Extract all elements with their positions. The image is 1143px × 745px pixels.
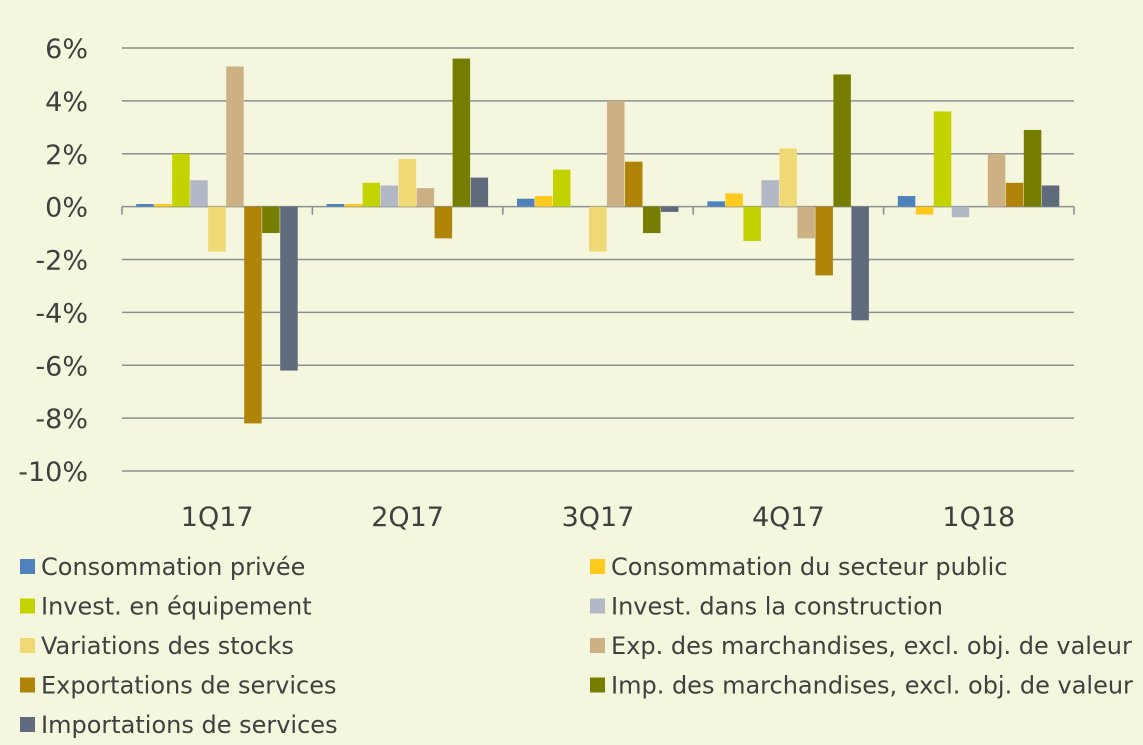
y-axis-ticks: 6% 4% 2% 0% -2% -4% -6% -8% -10%	[18, 34, 88, 488]
y-tick-label: 4%	[45, 87, 88, 118]
bar	[1041, 185, 1060, 207]
bar	[172, 153, 190, 207]
bar	[797, 206, 815, 239]
legend-swatch	[590, 638, 605, 653]
legend-swatch	[590, 598, 605, 614]
y-tick-label: 0%	[45, 193, 88, 224]
bar	[553, 169, 571, 207]
bar	[589, 206, 607, 252]
legend-swatch	[20, 598, 35, 614]
bar	[517, 198, 535, 207]
y-tick-label: 2%	[45, 140, 88, 171]
bar	[226, 66, 244, 207]
bar	[136, 203, 154, 207]
legend-label: Exportations de services	[41, 672, 336, 700]
bar	[761, 180, 779, 207]
bar	[607, 100, 625, 207]
legend-label: Variations des stocks	[41, 632, 294, 660]
bar	[743, 206, 761, 241]
bar	[344, 203, 363, 207]
y-tick-label: -10%	[18, 457, 88, 488]
legend-label: Importations de services	[41, 711, 338, 739]
bar	[933, 111, 952, 207]
bar	[643, 206, 661, 234]
y-tick-label: -2%	[35, 246, 88, 277]
y-tick-label: -4%	[35, 298, 88, 329]
bar	[154, 203, 172, 207]
bar	[380, 185, 399, 207]
legend: Consommation privée Consommation du secte…	[20, 553, 1133, 739]
bar	[1005, 182, 1024, 207]
bar	[535, 196, 553, 207]
x-axis: 1Q17 2Q17 3Q17 4Q17 1Q18	[121, 206, 1075, 533]
legend-swatch	[20, 559, 35, 574]
legend-label: Consommation du secteur public	[611, 553, 1008, 581]
bar	[190, 180, 208, 207]
bar	[815, 206, 833, 276]
legend-swatch	[20, 638, 35, 653]
bar	[951, 206, 970, 218]
bar	[897, 196, 916, 207]
bar	[326, 203, 345, 207]
bar	[661, 206, 679, 212]
x-tick-label: 1Q18	[942, 502, 1015, 533]
bar	[280, 206, 298, 371]
bar	[208, 206, 226, 252]
x-tick-label: 2Q17	[371, 502, 444, 533]
y-tick-label: -6%	[35, 351, 88, 382]
x-tick-label: 1Q17	[181, 502, 254, 533]
bar	[434, 206, 453, 239]
bar	[398, 159, 417, 207]
x-tick-label: 3Q17	[562, 502, 635, 533]
bar	[987, 153, 1006, 207]
legend-label: Exp. des marchandises, excl. obj. de val…	[611, 632, 1132, 660]
bar	[851, 206, 869, 321]
bar	[244, 206, 262, 424]
legend-label: Invest. en équipement	[41, 593, 312, 621]
gridlines	[122, 47, 1074, 472]
bar	[1023, 129, 1042, 207]
legend-label: Consommation privée	[41, 553, 305, 581]
bar	[833, 74, 851, 207]
bar	[707, 201, 725, 207]
legend-label: Invest. dans la construction	[611, 593, 943, 621]
legend-swatch	[20, 677, 35, 693]
legend-swatch	[20, 717, 35, 732]
x-tick-label: 4Q17	[752, 502, 825, 533]
bar	[362, 182, 381, 207]
bar	[470, 177, 489, 207]
bar	[262, 206, 280, 234]
bar	[452, 58, 471, 207]
legend-swatch	[590, 559, 605, 574]
bar	[779, 148, 797, 207]
bar	[625, 161, 643, 207]
bar	[915, 206, 934, 215]
bar	[416, 188, 435, 207]
bars	[136, 58, 1060, 424]
y-tick-label: 6%	[45, 34, 88, 65]
bar	[725, 193, 743, 207]
y-tick-label: -8%	[35, 404, 88, 435]
legend-swatch	[590, 677, 605, 693]
legend-label: Imp. des marchandises, excl. obj. de val…	[611, 672, 1133, 700]
